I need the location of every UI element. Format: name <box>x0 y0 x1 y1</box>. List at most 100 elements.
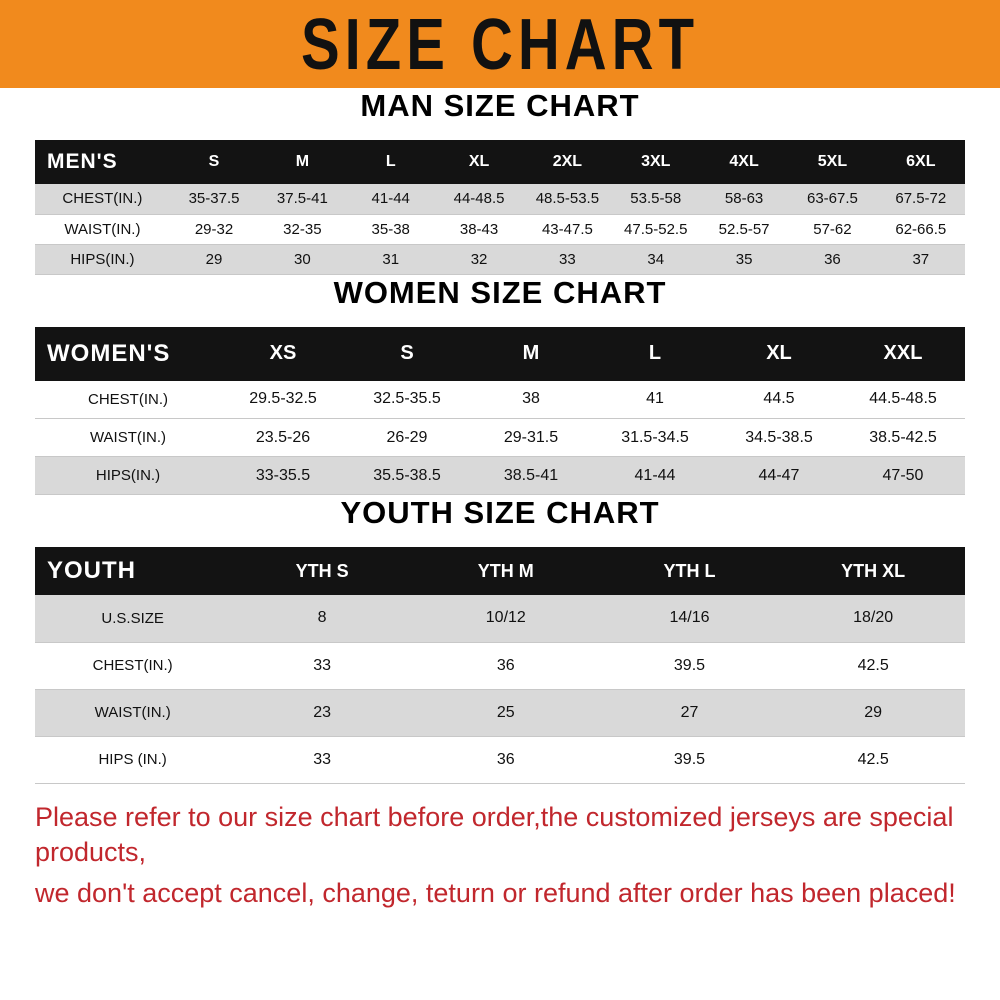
measurement-cell: 26-29 <box>345 418 469 457</box>
measurement-cell: 23 <box>230 689 414 737</box>
row-label-cell: HIPS (IN.) <box>35 736 231 784</box>
measurement-cell: 35-37.5 <box>169 184 259 215</box>
measurement-cell: 25 <box>413 689 598 737</box>
measurement-cell: 44-48.5 <box>434 184 524 215</box>
size-column-header: XXL <box>841 326 965 381</box>
measurement-cell: 35.5-38.5 <box>345 456 469 495</box>
table-row: WAIST(IN.) 29-32 32-35 35-38 38-43 43-47.5 47.… <box>35 214 965 245</box>
men-size-section: MAN SIZE CHART MEN'S S M L XL 2XL 3XL 4XL 5XL 6XL… <box>0 88 1000 275</box>
measurement-cell: 32 <box>434 244 524 275</box>
measurement-cell: 38 <box>469 380 593 419</box>
youth-section-heading: YOUTH SIZE CHART <box>340 495 660 530</box>
size-column-header: 4XL <box>699 140 789 184</box>
measurement-cell: 29-31.5 <box>469 418 593 457</box>
row-label-cell: WAIST(IN.) <box>35 418 221 457</box>
size-column-header: XL <box>434 140 524 184</box>
table-row: WAIST(IN.) 23 25 27 29 <box>35 689 965 737</box>
row-label-cell: HIPS(IN.) <box>35 456 221 495</box>
size-column-header: L <box>346 140 435 184</box>
table-row: CHEST(IN.) 29.5-32.5 32.5-35.5 38 41 44.5 44.5… <box>35 380 965 419</box>
table-row: HIPS(IN.) 29 30 31 32 33 34 35 36 37 <box>35 244 965 275</box>
measurement-cell: 32.5-35.5 <box>345 380 469 419</box>
measurement-cell: 36 <box>413 736 598 784</box>
table-row: WAIST(IN.) 23.5-26 26-29 29-31.5 31.5-34.5 34… <box>35 418 965 457</box>
measurement-cell: 14/16 <box>597 595 782 643</box>
measurement-cell: 62-66.5 <box>876 214 965 245</box>
measurement-cell: 44.5 <box>717 380 841 419</box>
table-header-row: MEN'S S M L XL 2XL 3XL 4XL 5XL 6XL <box>35 140 965 184</box>
size-column-header: 6XL <box>876 140 965 184</box>
row-label-cell: WAIST(IN.) <box>35 689 231 737</box>
size-column-header: L <box>593 326 717 381</box>
measurement-cell: 47-50 <box>841 456 965 495</box>
banner: SIZE CHART <box>0 0 1000 88</box>
page-title: SIZE CHART <box>301 3 699 85</box>
measurement-cell: 29.5-32.5 <box>221 380 345 419</box>
measurement-cell: 42.5 <box>781 642 965 690</box>
size-column-header: XS <box>221 326 345 381</box>
measurement-cell: 44.5-48.5 <box>841 380 965 419</box>
table-title-cell: YOUTH <box>35 547 231 595</box>
measurement-cell: 67.5-72 <box>876 184 965 215</box>
measurement-cell: 36 <box>413 642 598 690</box>
measurement-cell: 44-47 <box>717 456 841 495</box>
measurement-cell: 35 <box>699 244 789 275</box>
measurement-cell: 38.5-42.5 <box>841 418 965 457</box>
measurement-cell: 41-44 <box>346 184 435 215</box>
table-row: HIPS (IN.) 33 36 39.5 42.5 <box>35 736 965 784</box>
row-label-cell: U.S.SIZE <box>35 595 231 643</box>
measurement-cell: 33 <box>230 736 414 784</box>
row-label-cell: CHEST(IN.) <box>35 184 170 215</box>
row-label-cell: CHEST(IN.) <box>35 642 231 690</box>
size-column-header: M <box>258 140 347 184</box>
measurement-cell: 42.5 <box>781 736 965 784</box>
measurement-cell: 41 <box>593 380 717 419</box>
measurement-cell: 47.5-52.5 <box>611 214 700 245</box>
measurement-cell: 34 <box>611 244 700 275</box>
size-column-header: 2XL <box>523 140 612 184</box>
measurement-cell: 48.5-53.5 <box>523 184 612 215</box>
measurement-cell: 10/12 <box>413 595 598 643</box>
size-column-header: S <box>169 140 259 184</box>
women-size-table: WOMEN'S XS S M L XL XXL CHEST(IN.) 29.5-32.5 32.5… <box>35 326 965 495</box>
measurement-cell: 39.5 <box>597 736 782 784</box>
measurement-cell: 37 <box>876 244 965 275</box>
size-column-header: YTH M <box>413 547 598 595</box>
size-column-header: YTH S <box>230 547 414 595</box>
size-column-header: XL <box>717 326 841 381</box>
measurement-cell: 18/20 <box>781 595 965 643</box>
measurement-cell: 58-63 <box>699 184 789 215</box>
men-size-table: MEN'S S M L XL 2XL 3XL 4XL 5XL 6XL CHEST(IN.) 35-37… <box>35 140 965 275</box>
table-row: CHEST(IN.) 33 36 39.5 42.5 <box>35 642 965 690</box>
size-column-header: 5XL <box>788 140 877 184</box>
size-chart-page: SIZE CHART MAN SIZE CHART MEN'S S M L XL 2XL 3… <box>0 0 1000 908</box>
row-label-cell: CHEST(IN.) <box>35 380 221 419</box>
notice-line-1: Please refer to our size chart before or… <box>35 801 954 867</box>
measurement-cell: 38.5-41 <box>469 456 593 495</box>
notice-line-2: we don't accept cancel, change, teturn o… <box>35 877 956 908</box>
table-header-row: YOUTH YTH S YTH M YTH L YTH XL <box>35 547 965 595</box>
women-size-section: WOMEN SIZE CHART WOMEN'S XS S M L XL XXL CHEST(… <box>0 274 1000 495</box>
size-column-header: 3XL <box>611 140 700 184</box>
measurement-cell: 63-67.5 <box>788 184 877 215</box>
measurement-cell: 35-38 <box>346 214 435 245</box>
table-row: CHEST(IN.) 35-37.5 37.5-41 41-44 44-48.5 48.5… <box>35 184 965 215</box>
measurement-cell: 36 <box>788 244 877 275</box>
measurement-cell: 37.5-41 <box>258 184 347 215</box>
measurement-cell: 31.5-34.5 <box>593 418 717 457</box>
table-row: HIPS(IN.) 33-35.5 35.5-38.5 38.5-41 41-44 44-… <box>35 456 965 495</box>
measurement-cell: 31 <box>346 244 435 275</box>
measurement-cell: 32-35 <box>258 214 347 245</box>
measurement-cell: 30 <box>258 244 347 275</box>
size-column-header: M <box>469 326 593 381</box>
women-section-heading: WOMEN SIZE CHART <box>333 274 667 310</box>
table-title-cell: WOMEN'S <box>35 326 221 381</box>
measurement-cell: 29-32 <box>169 214 259 245</box>
table-title-cell: MEN'S <box>35 140 170 184</box>
row-label-cell: WAIST(IN.) <box>35 214 170 245</box>
youth-size-section: YOUTH SIZE CHART YOUTH YTH S YTH M YTH L YTH… <box>0 495 1000 784</box>
row-label-cell: HIPS(IN.) <box>35 244 170 275</box>
measurement-cell: 39.5 <box>597 642 782 690</box>
measurement-cell: 29 <box>781 689 965 737</box>
measurement-cell: 34.5-38.5 <box>717 418 841 457</box>
